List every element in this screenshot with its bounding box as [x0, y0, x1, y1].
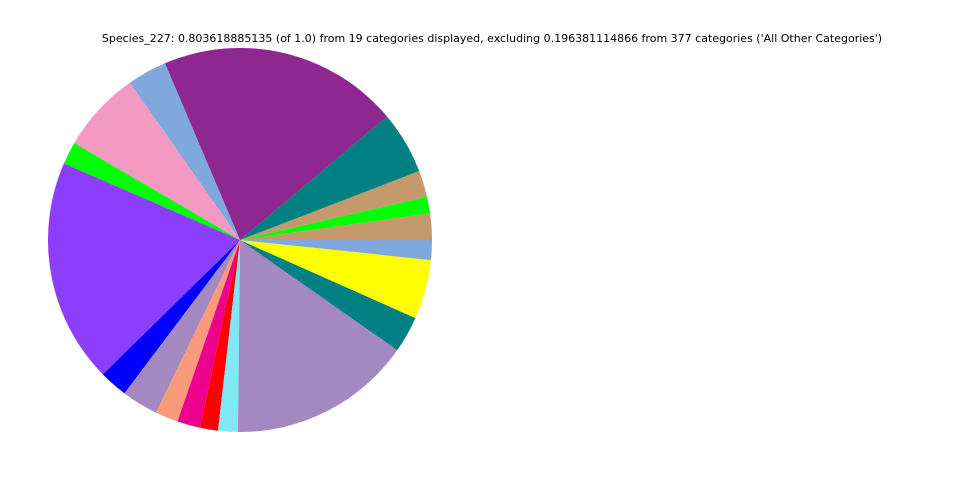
pie-slice: [240, 196, 431, 240]
pie-slice: [240, 240, 432, 261]
pie-slice: [240, 213, 433, 240]
pie-slice: [47, 163, 240, 375]
pie-slice: [238, 240, 398, 432]
pie-slice: [217, 240, 240, 432]
pie-slice: [102, 240, 240, 394]
pie-slice: [129, 63, 240, 240]
pie-slice: [74, 82, 240, 241]
pie-slice: [63, 143, 240, 240]
pie-slice: [240, 171, 428, 240]
chart-title: Species_227: 0.803618885135 (of 1.0) fro…: [102, 32, 882, 45]
pie-slice: [240, 116, 420, 240]
pie-slice: [124, 240, 240, 413]
pie-slice: [177, 240, 240, 428]
pie-slice: [240, 240, 416, 351]
pie-slice: [200, 240, 240, 431]
pie-slice: [240, 240, 431, 319]
pie-slice: [155, 240, 240, 422]
pie-slice: [164, 47, 388, 240]
